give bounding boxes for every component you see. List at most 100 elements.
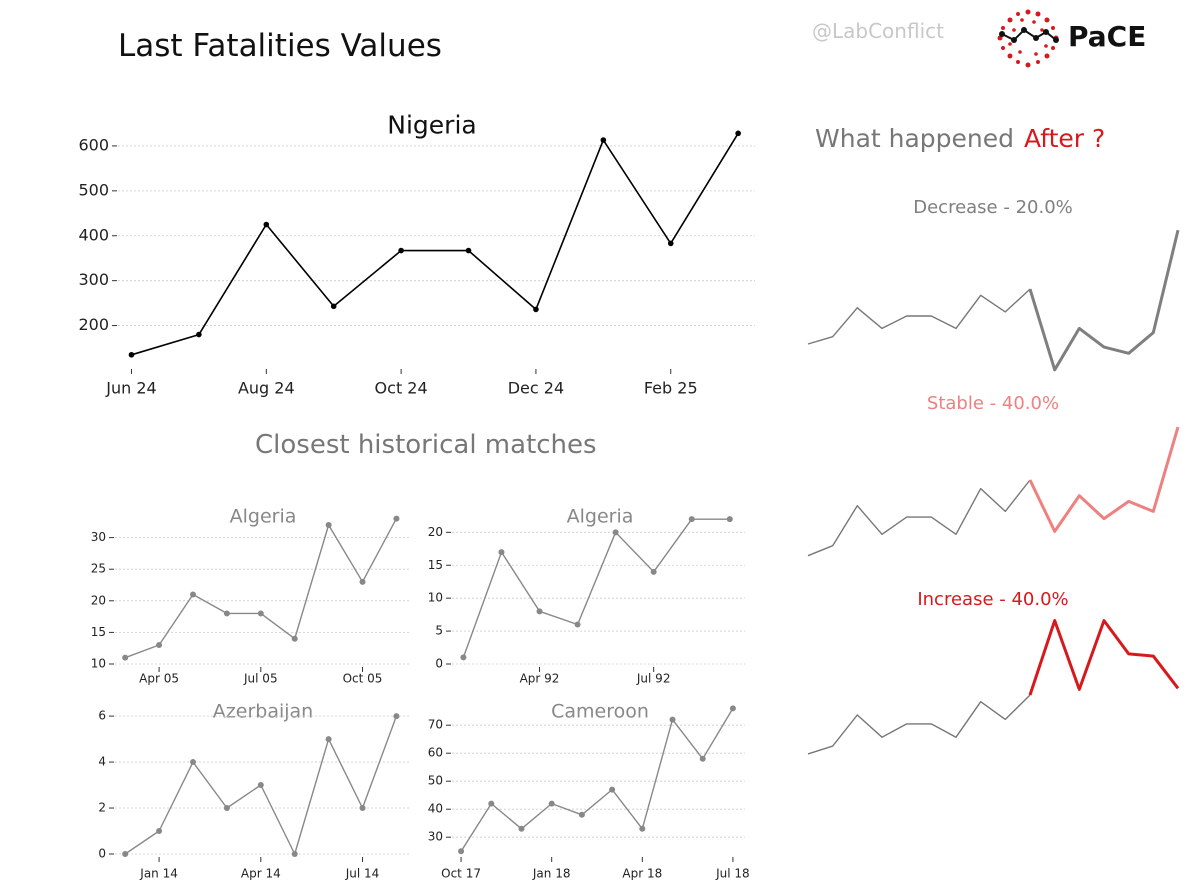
matches-section-title: Closest historical matches — [255, 430, 597, 460]
algeria-05-data-point — [223, 610, 230, 617]
cameroon-x-tick-label: Oct 17 — [441, 867, 481, 881]
algeria-92-data-point — [536, 608, 543, 615]
algeria-05-x-tick-label: Jul 05 — [243, 672, 278, 686]
algeria-05-y-tick-label: 15 — [91, 625, 106, 639]
algeria-92-y-tick-label: 20 — [428, 525, 443, 539]
algeria-05-data-point — [359, 578, 366, 585]
azerbaijan-data-point — [359, 805, 366, 812]
algeria-05-y-tick-label: 30 — [91, 530, 106, 544]
algeria-05-y-tick-label: 25 — [91, 562, 106, 576]
cameroon-data-point — [669, 716, 676, 723]
algeria-92-y-tick-label: 5 — [435, 624, 443, 638]
azerbaijan-data-point — [156, 828, 163, 835]
azerbaijan-chart-title: Azerbaijan — [213, 701, 313, 723]
azerbaijan-data-point — [291, 851, 298, 857]
cameroon-y-tick-label: 50 — [428, 774, 443, 788]
azerbaijan-data-point — [189, 759, 196, 766]
algeria-05-data-point — [156, 642, 163, 649]
after-decrease-title: Decrease - 20.0% — [913, 197, 1073, 218]
after-stable-title: Stable - 40.0% — [927, 393, 1059, 414]
azerbaijan-data-point — [223, 805, 230, 812]
azerbaijan-y-tick-label: 4 — [98, 755, 106, 769]
nigeria-data-point — [667, 240, 674, 247]
algeria-92-x-tick-label: Apr 92 — [520, 672, 560, 686]
nigeria-data-point — [330, 303, 337, 310]
azerbaijan-data-point — [122, 851, 129, 857]
algeria-05-series-line — [124, 518, 398, 659]
nigeria-x-tick-label: Oct 24 — [375, 379, 428, 398]
azerbaijan-x-tick-label: Jan 14 — [139, 867, 178, 881]
nigeria-data-point — [533, 306, 539, 313]
algeria-05-data-point — [189, 591, 196, 598]
algeria-05-data-point — [325, 521, 332, 528]
cameroon-chart-title: Cameroon — [551, 701, 649, 723]
algeria-92-data-point — [726, 516, 733, 523]
after-increase-title: Increase - 40.0% — [917, 589, 1068, 610]
algeria-92-data-point — [612, 529, 619, 536]
algeria-92-x-tick-label: Jul 92 — [636, 672, 671, 686]
algeria-92-chart-title: Algeria — [567, 506, 634, 528]
cameroon-y-tick-label: 60 — [428, 746, 443, 760]
nigeria-y-tick-label: 300 — [78, 270, 109, 289]
nigeria-y-tick-label: 600 — [78, 135, 109, 154]
algeria-05-x-tick-label: Oct 05 — [343, 672, 383, 686]
algeria-05-data-point — [122, 654, 129, 661]
cameroon-x-tick-label: Apr 18 — [622, 867, 662, 881]
nigeria-chart-title: Nigeria — [387, 110, 476, 139]
network-logo-icon — [997, 9, 1059, 68]
nigeria-x-tick-label: Jun 24 — [105, 379, 156, 398]
nigeria-x-tick-label: Dec 24 — [508, 379, 564, 398]
cameroon-data-point — [458, 848, 465, 855]
algeria-92-data-point — [574, 621, 581, 628]
azerbaijan-x-tick-label: Apr 14 — [241, 867, 281, 881]
azerbaijan-y-tick-label: 2 — [98, 801, 106, 815]
nigeria-series-line — [131, 132, 739, 356]
azerbaijan-y-tick-label: 0 — [98, 847, 106, 861]
cameroon-data-point — [699, 755, 706, 762]
algeria-05-data-point — [257, 610, 264, 617]
cameroon-data-point — [729, 705, 736, 712]
nigeria-data-point — [398, 247, 404, 254]
algeria-92-y-tick-label: 0 — [435, 657, 443, 671]
nigeria-data-point — [600, 137, 607, 143]
algeria-92-data-point — [498, 549, 505, 556]
cameroon-x-tick-label: Jan 18 — [532, 867, 571, 881]
nigeria-data-point — [465, 247, 472, 254]
algeria-05-x-tick-label: Apr 05 — [139, 672, 179, 686]
after-increase-history-line — [807, 694, 1031, 755]
algeria-92-data-point — [688, 516, 695, 523]
after-title-text: What happened — [815, 124, 1015, 153]
algeria-05-data-point — [393, 515, 400, 522]
after-stable-history-line — [807, 479, 1031, 557]
cameroon-y-tick-label: 70 — [428, 718, 443, 732]
twitter-handle: @LabConflict — [812, 19, 944, 43]
after-title-highlight: After ? — [1024, 124, 1106, 153]
azerbaijan-x-tick-label: Jul 14 — [345, 867, 380, 881]
cameroon-data-point — [548, 800, 555, 807]
pace-logo: PaCE — [990, 4, 1170, 70]
nigeria-data-point — [128, 351, 135, 358]
after-decrease-future-line — [1028, 229, 1180, 372]
after-decrease-history-line — [807, 288, 1031, 345]
nigeria-data-point — [196, 331, 202, 338]
logo-text: PaCE — [1068, 20, 1147, 53]
algeria-92-y-tick-label: 10 — [428, 591, 443, 605]
algeria-92-series-line — [462, 518, 730, 658]
cameroon-series-line — [460, 708, 734, 852]
cameroon-y-tick-label: 30 — [428, 830, 443, 844]
algeria-05-y-tick-label: 20 — [91, 593, 106, 607]
page-title: Last Fatalities Values — [118, 28, 442, 64]
cameroon-data-point — [639, 825, 646, 832]
azerbaijan-y-tick-label: 6 — [98, 709, 106, 723]
nigeria-x-tick-label: Feb 25 — [644, 379, 698, 398]
cameroon-data-point — [578, 811, 585, 818]
cameroon-y-tick-label: 40 — [428, 802, 443, 816]
nigeria-y-tick-label: 200 — [78, 315, 109, 334]
algeria-92-data-point — [650, 568, 657, 575]
algeria-92-y-tick-label: 15 — [428, 558, 443, 572]
cameroon-data-point — [488, 800, 495, 807]
nigeria-data-point — [263, 221, 270, 228]
after-section-title: What happened After ? — [815, 124, 1105, 153]
cameroon-data-point — [518, 825, 525, 832]
